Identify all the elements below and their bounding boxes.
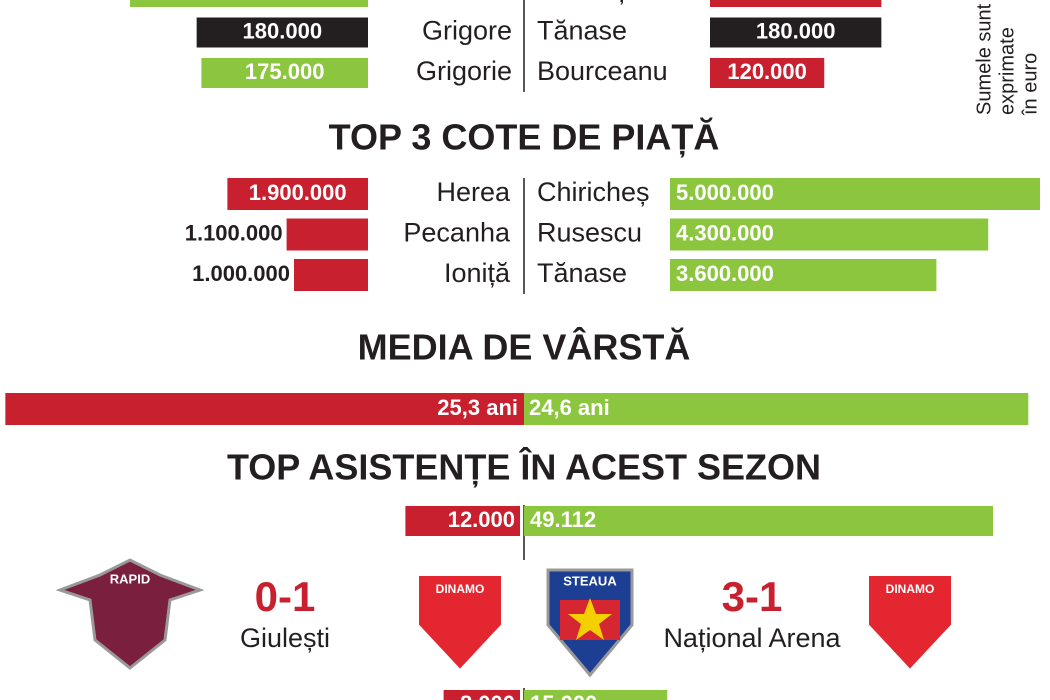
age-label: 25,3 ani bbox=[437, 395, 518, 420]
attendance-label: 15.000 bbox=[530, 691, 597, 700]
score: 3-1 bbox=[722, 573, 783, 620]
age-bar bbox=[524, 393, 1029, 425]
salary-bar bbox=[201, 58, 368, 88]
salary-label: 175.000 bbox=[245, 59, 325, 84]
note: Sumele sunt exprimate în euro bbox=[973, 3, 1041, 116]
score: 0-1 bbox=[255, 573, 316, 620]
player-name: Grigore bbox=[422, 16, 512, 46]
attendance-label: 8.000 bbox=[460, 691, 515, 700]
attendance-bar bbox=[443, 690, 520, 700]
player-name: Tătărușanu bbox=[537, 0, 674, 5]
steaua-logo: STEAUA bbox=[546, 568, 634, 678]
salary-label: 180.000 bbox=[243, 18, 323, 43]
attendance-bar bbox=[405, 506, 520, 536]
player-name: Pecanha bbox=[403, 218, 511, 248]
player-name: Herea bbox=[438, 0, 513, 5]
salary-bar bbox=[130, 0, 368, 7]
player-name: Tănase bbox=[537, 16, 627, 46]
salary-label: 180.000 bbox=[756, 18, 836, 43]
note-line: Sumele sunt bbox=[973, 3, 995, 115]
salary-bar bbox=[710, 0, 882, 7]
market-label: 1.100.000 bbox=[185, 220, 283, 245]
note-line: în euro bbox=[1019, 53, 1041, 116]
logo-text: RAPID bbox=[110, 571, 150, 586]
age-label: 24,6 ani bbox=[529, 395, 610, 420]
player-name: Rusescu bbox=[537, 218, 642, 248]
salary-label: 250.000 bbox=[209, 0, 289, 3]
attendance-bar bbox=[524, 690, 668, 700]
market-bar bbox=[294, 259, 368, 291]
market-bar bbox=[670, 259, 937, 291]
salary-bar bbox=[710, 58, 825, 88]
note-line: exprimate bbox=[996, 27, 1018, 115]
venue: Giulești bbox=[240, 623, 330, 653]
player-name: Tănase bbox=[537, 258, 627, 288]
market-bar bbox=[227, 178, 368, 210]
attendance-label: 12.000 bbox=[448, 507, 515, 532]
market-label: 3.600.000 bbox=[676, 261, 774, 286]
attendance-title: TOP ASISTENȚE ÎN ACEST SEZON bbox=[227, 446, 821, 488]
age-bar bbox=[5, 393, 525, 425]
market-label: 4.300.000 bbox=[676, 220, 774, 245]
logo-text: DINAMO bbox=[436, 582, 485, 596]
venue: Național Arena bbox=[663, 623, 841, 653]
market-title: TOP 3 COTE DE PIAȚĂ bbox=[329, 117, 720, 158]
age-title: MEDIA DE VÂRSTĂ bbox=[358, 326, 691, 368]
salary-label: 180.000 bbox=[756, 0, 836, 3]
dinamo-logo: DINAMO bbox=[417, 574, 503, 672]
logo-text: STEAUA bbox=[563, 573, 617, 588]
player-name: Bourceanu bbox=[537, 56, 668, 86]
market-label: 1.900.000 bbox=[249, 180, 347, 205]
market-label: 1.000.000 bbox=[192, 261, 290, 286]
player-name: Ioniță bbox=[444, 258, 511, 288]
market-bar bbox=[286, 218, 368, 251]
logo-text: DINAMO bbox=[886, 582, 935, 596]
rapid-logo: RAPID bbox=[55, 558, 205, 670]
attendance-bar bbox=[524, 506, 994, 536]
dinamo-logo: DINAMO bbox=[867, 574, 953, 672]
salary-bar bbox=[196, 17, 368, 48]
salary-label: 120.000 bbox=[727, 59, 807, 84]
attendance-label: 49.112 bbox=[530, 507, 596, 532]
market-label: 5.000.000 bbox=[676, 180, 774, 205]
player-name: Grigorie bbox=[416, 56, 512, 86]
market-bar bbox=[670, 218, 989, 251]
player-name: Herea bbox=[436, 177, 511, 207]
market-bar bbox=[670, 178, 1040, 210]
player-name: Chiricheș bbox=[537, 177, 650, 207]
salary-bar bbox=[710, 17, 882, 48]
